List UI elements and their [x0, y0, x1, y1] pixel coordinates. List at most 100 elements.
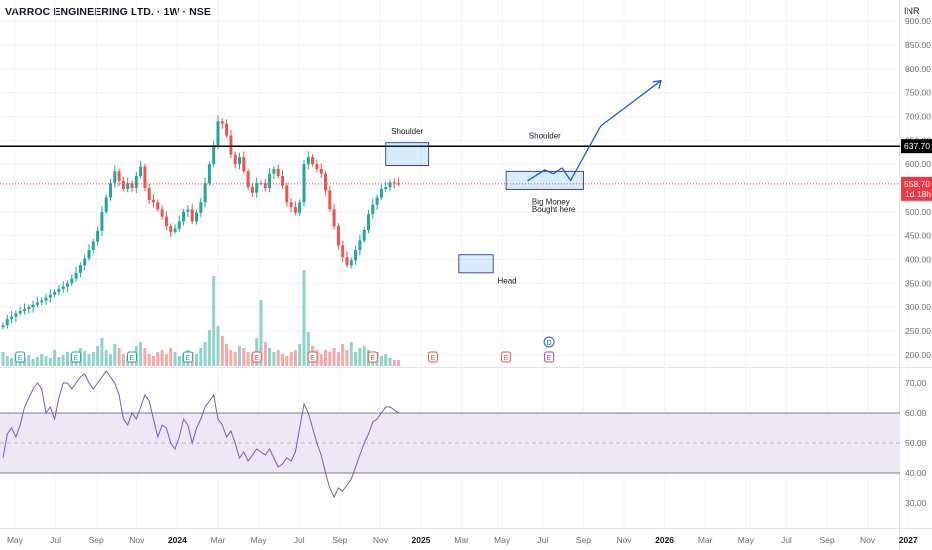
candle-body	[358, 240, 362, 250]
volume-bar	[238, 346, 241, 366]
candle-body	[1, 325, 5, 328]
candle-body	[83, 258, 87, 266]
candle-body	[70, 278, 74, 284]
earnings-marker	[367, 351, 378, 363]
earnings-marker-label: E	[130, 355, 135, 362]
volume-bar	[263, 342, 267, 366]
volume-bar	[53, 350, 57, 366]
volume-bar	[272, 352, 276, 366]
projection-path	[527, 80, 662, 182]
candle-body	[134, 176, 138, 188]
volume-bar	[121, 354, 125, 366]
volume-bar	[177, 356, 181, 366]
price-tick-label: 500.00	[905, 207, 931, 217]
candle-body	[14, 313, 18, 317]
candle-body	[169, 226, 173, 232]
candle-body	[5, 319, 9, 326]
volume-bar	[199, 348, 203, 366]
date-tick-label: May	[494, 535, 511, 545]
earnings-marker	[71, 351, 82, 363]
price-tick-label: 450.00	[905, 231, 931, 241]
currency-label[interactable]: INR	[904, 6, 920, 16]
candle-body	[362, 229, 366, 241]
volume-bar	[289, 352, 293, 366]
candle-body	[216, 121, 220, 146]
volume-bar	[298, 344, 302, 366]
candle-body	[397, 183, 401, 185]
date-tick-label: Mar	[211, 535, 226, 545]
candle-body	[384, 187, 388, 189]
date-tick-label: Sep	[332, 535, 347, 545]
candle-body	[379, 188, 383, 198]
candle-body	[23, 309, 26, 311]
candle-body	[18, 310, 22, 314]
volume-bar	[169, 348, 173, 366]
volume-bar	[384, 354, 388, 366]
candle-body	[186, 209, 190, 212]
projection-arrowhead	[652, 79, 662, 89]
candle-body	[207, 164, 211, 184]
candle-body	[66, 283, 69, 287]
earnings-marker	[251, 351, 262, 363]
date-tick-label: Sep	[576, 535, 591, 545]
candle-body	[302, 164, 306, 203]
rsi-panel	[0, 370, 900, 499]
volume-bar	[173, 352, 177, 366]
volume-bar	[91, 352, 95, 366]
candle-body	[147, 188, 151, 200]
date-tick-label: Jul	[50, 535, 61, 545]
candle-body	[272, 168, 276, 174]
candle-body	[78, 265, 82, 273]
chart-title: VARROC ENGINEERING LTD. · 1W · NSE	[5, 6, 212, 18]
annotation-left-shoulder: Shoulder	[391, 127, 423, 136]
candle-body	[87, 249, 91, 259]
volume-bar	[164, 354, 168, 366]
volume-bar	[392, 360, 396, 366]
volume-bar	[328, 352, 332, 366]
volume-bar	[362, 346, 366, 366]
volume-bar	[336, 352, 340, 366]
candle-body	[10, 316, 14, 320]
volume-bar	[388, 358, 392, 366]
candle-body	[182, 211, 186, 222]
date-tick-label: 2025	[412, 535, 431, 545]
right-shoulder-box	[505, 170, 584, 190]
candle-body	[139, 166, 143, 177]
current-price-tag	[901, 176, 932, 201]
upcoming-earnings-marker	[544, 351, 555, 363]
candle-body	[298, 202, 302, 213]
date-tick-label: Jul	[294, 535, 305, 545]
candle-body	[121, 180, 125, 189]
price-tick-label: 750.00	[905, 88, 931, 98]
candle-body	[160, 209, 164, 217]
candle-body	[44, 297, 48, 301]
volume-bar	[397, 360, 401, 366]
candle-body	[367, 214, 370, 230]
candle-body	[345, 257, 349, 266]
candle-body	[289, 202, 293, 208]
earnings-marker	[307, 351, 318, 363]
volume-bar	[358, 348, 362, 366]
volume-bar	[268, 348, 272, 366]
volume-bar	[152, 356, 155, 366]
earnings-marker	[501, 351, 512, 363]
date-tick-label: Nov	[616, 535, 632, 545]
volume-bar	[259, 300, 263, 366]
volume-bar	[31, 359, 35, 366]
candle-body	[130, 183, 134, 188]
annotation-bought-here: Bought here	[532, 205, 576, 214]
current-price-label: 558.70	[904, 179, 930, 189]
earnings-marker-label: E	[74, 355, 79, 362]
price-tick-label: 800.00	[905, 64, 931, 74]
volume-bar	[212, 276, 216, 366]
candle-body	[109, 183, 112, 198]
volume-bar	[341, 344, 345, 366]
earnings-marker-label: E	[370, 355, 375, 362]
dividend-marker	[543, 336, 555, 348]
candle-body	[156, 202, 160, 210]
volume-bar	[109, 354, 112, 366]
candle-body	[388, 182, 392, 188]
candle-body	[40, 300, 44, 303]
price-tick-label: 250.00	[905, 326, 931, 336]
